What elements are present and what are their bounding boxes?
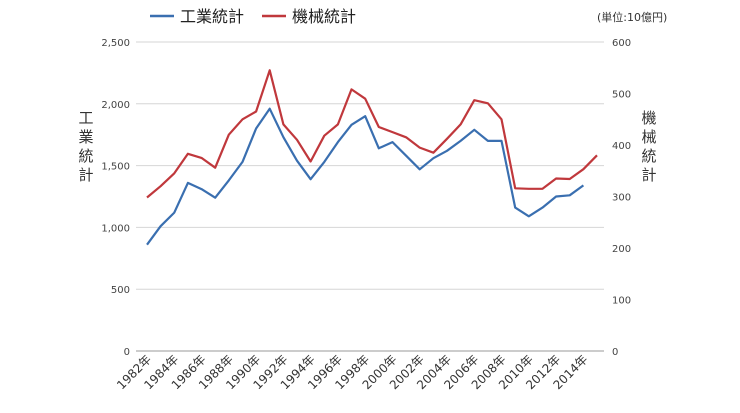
x-axis-ticks: 1982年1984年1986年1988年1990年1992年1994年1996年… [114, 352, 590, 392]
right-tick-label: 300 [612, 193, 631, 204]
unit-note: (単位:10億円) [597, 10, 667, 24]
left-tick-label: 0 [124, 347, 130, 358]
legend-label-1: 工業統計 [180, 7, 244, 26]
left-tick-label: 500 [111, 285, 130, 296]
legend-label-2: 機械統計 [292, 7, 356, 26]
left-tick-label: 1,000 [101, 223, 130, 234]
axis-title-char: 統 [641, 147, 656, 165]
left-tick-label: 2,000 [101, 100, 130, 111]
right-axis-title: 機械統計 [641, 109, 656, 184]
right-axis-ticks: 0 100 200 300 400 500 600 [612, 38, 631, 358]
right-tick-label: 0 [612, 347, 618, 358]
axis-title-char: 計 [641, 166, 656, 184]
axis-title-char: 統 [78, 147, 93, 165]
axis-title-char: 工 [78, 109, 93, 127]
left-tick-label: 1,500 [101, 162, 130, 173]
gridlines [136, 41, 604, 352]
series-line-2 [146, 69, 598, 199]
left-axis-ticks: 0 500 1,000 1,500 2,000 2,500 [101, 38, 130, 358]
axis-title-char: 業 [78, 128, 93, 146]
right-tick-label: 100 [612, 296, 631, 307]
right-tick-label: 200 [612, 244, 631, 255]
right-tick-label: 400 [612, 141, 631, 152]
left-tick-label: 2,500 [101, 38, 130, 49]
series-line-1 [146, 107, 585, 246]
legend: 工業統計 機械統計 [150, 7, 356, 26]
right-tick-label: 500 [612, 90, 631, 101]
right-tick-label: 600 [612, 38, 631, 49]
left-axis-title: 工業統計 [78, 109, 93, 184]
series-lines [146, 69, 598, 246]
axis-title-char: 械 [641, 128, 656, 146]
axis-title-char: 機 [641, 109, 656, 127]
axis-title-char: 計 [78, 166, 93, 184]
